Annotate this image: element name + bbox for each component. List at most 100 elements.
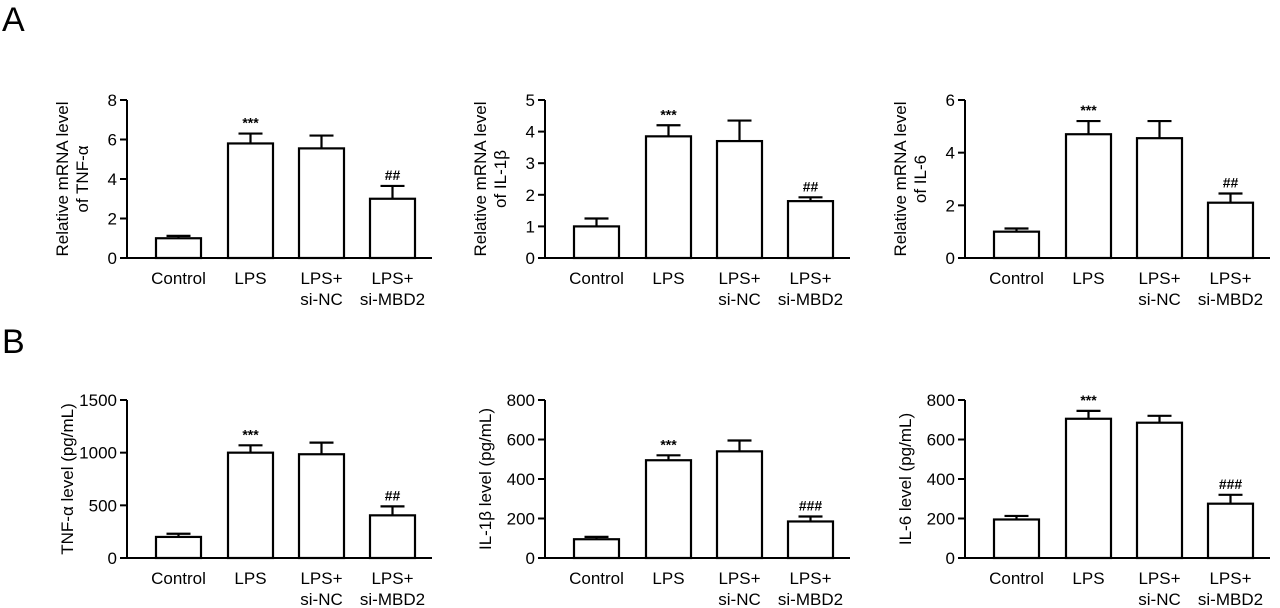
bar-chart-3: 0 2 4 6 Relative mRNA levelof IL-6 Control ***… [891, 91, 1270, 309]
y-tick-label: 3 [526, 154, 535, 173]
x-tick-label: LPS+ si-NC [718, 569, 761, 608]
x-tick-label: LPS+ si-NC [1138, 269, 1181, 309]
x-tick-label-line: LPS [652, 569, 684, 588]
bar-chart-1: 0 2 4 6 8 Relative mRNA levelof TNF-α Control *… [53, 91, 432, 309]
y-tick-label: 800 [507, 391, 535, 410]
x-tick-label-line: LPS+ [300, 569, 342, 588]
bar [1064, 133, 1113, 260]
bar [1135, 137, 1184, 260]
x-tick-label-line: si-NC [718, 590, 761, 608]
x-tick-label-line: LPS+ [718, 569, 760, 588]
y-tick-label: 1500 [79, 391, 117, 410]
significance-label: *** [660, 106, 677, 122]
bar [226, 142, 275, 260]
x-tick-label: LPS+ si-NC [300, 269, 343, 309]
x-tick-label: LPS [234, 569, 266, 588]
x-tick-label: Control [151, 269, 206, 288]
y-axis-title-line: of IL-1β [491, 150, 510, 208]
significance-label: ## [385, 167, 401, 183]
x-tick-label-line: si-MBD2 [360, 590, 425, 608]
x-tick-label: Control [569, 269, 624, 288]
bar [644, 135, 693, 260]
y-tick-label: 2 [108, 210, 117, 229]
y-tick-label: 600 [927, 431, 955, 450]
x-tick-label-line: Control [989, 569, 1044, 588]
bar [644, 459, 693, 560]
y-tick-label: 1 [526, 217, 535, 236]
bar [572, 225, 621, 260]
x-tick-label-line: si-MBD2 [778, 590, 843, 608]
x-tick-label: LPS+ si-MBD2 [1198, 569, 1263, 608]
y-tick-label: 8 [108, 91, 117, 110]
x-tick-label-line: LPS+ [1209, 269, 1251, 288]
x-tick-label-line: si-MBD2 [360, 290, 425, 309]
x-tick-label: LPS [652, 569, 684, 588]
x-tick-label-line: Control [569, 269, 624, 288]
significance-label: *** [660, 436, 677, 452]
bar [368, 197, 417, 260]
x-tick-label-line: Control [151, 269, 206, 288]
bar-chart-2: 0 1 2 3 4 5 Relative mRNA levelof IL-1β Control… [471, 91, 850, 309]
y-tick-label: 800 [927, 391, 955, 410]
y-tick-label: 6 [946, 91, 955, 110]
bar [297, 453, 346, 560]
x-tick-label-line: si-NC [300, 290, 343, 309]
bar [992, 518, 1041, 560]
y-tick-label: 6 [108, 131, 117, 150]
significance-label: *** [242, 426, 259, 442]
y-axis-title-line: IL-1β level (pg/mL) [476, 408, 495, 550]
x-tick-label-line: LPS+ [300, 269, 342, 288]
y-axis-title-line: of TNF-α [73, 145, 92, 212]
x-tick-label-line: si-NC [718, 290, 761, 309]
x-tick-label-line: LPS [234, 269, 266, 288]
x-tick-label-line: LPS+ [718, 269, 760, 288]
x-tick-label-line: LPS+ [1138, 269, 1180, 288]
x-tick-label: Control [989, 569, 1044, 588]
significance-label: *** [1080, 392, 1097, 408]
x-tick-label-line: LPS [234, 569, 266, 588]
y-tick-label: 500 [89, 496, 117, 515]
x-tick-label-line: si-NC [1138, 590, 1181, 608]
y-tick-label: 200 [507, 510, 535, 529]
y-axis-title-line: Relative mRNA level [53, 102, 72, 257]
x-tick-label: LPS+ si-MBD2 [778, 269, 843, 309]
y-axis-title-line: TNF-α level (pg/mL) [58, 403, 77, 555]
x-tick-label-line: LPS [652, 269, 684, 288]
x-tick-label: LPS [1072, 269, 1104, 288]
y-axis-title-line: IL-6 level (pg/mL) [896, 413, 915, 545]
bar-chart-6: 0 200 400 600 800 IL-6 level (pg/mL) Control **… [896, 391, 1270, 608]
significance-label: *** [1080, 102, 1097, 118]
y-axis-title: Relative mRNA levelof IL-1β [471, 102, 510, 257]
y-axis-title: IL-6 level (pg/mL) [896, 413, 915, 545]
y-tick-label: 0 [526, 249, 535, 268]
x-tick-label: LPS [234, 269, 266, 288]
y-tick-label: 4 [108, 170, 117, 189]
significance-label: ## [1223, 174, 1239, 190]
y-tick-label: 4 [946, 144, 955, 163]
y-tick-label: 200 [927, 510, 955, 529]
bar [1135, 421, 1184, 560]
x-tick-label-line: si-MBD2 [1198, 590, 1263, 608]
bar [715, 139, 764, 260]
y-tick-label: 0 [946, 549, 955, 568]
bar [1064, 417, 1113, 560]
x-tick-label-line: LPS [1072, 569, 1104, 588]
y-axis-title-line: Relative mRNA level [891, 102, 910, 257]
x-tick-label-line: si-NC [1138, 290, 1181, 309]
x-tick-label-line: LPS+ [1138, 569, 1180, 588]
bar [992, 230, 1041, 260]
y-tick-label: 2 [526, 186, 535, 205]
x-tick-label-line: LPS+ [371, 569, 413, 588]
x-tick-label-line: LPS+ [789, 269, 831, 288]
x-tick-label: LPS+ si-MBD2 [360, 269, 425, 309]
y-axis-title: IL-1β level (pg/mL) [476, 408, 495, 550]
x-tick-label: LPS [1072, 569, 1104, 588]
bar [368, 514, 417, 560]
x-tick-label-line: si-MBD2 [778, 290, 843, 309]
x-tick-label-line: LPS [1072, 269, 1104, 288]
y-axis-title: TNF-α level (pg/mL) [58, 403, 77, 555]
y-axis-title-line: Relative mRNA level [471, 102, 490, 257]
y-tick-label: 2 [946, 196, 955, 215]
x-tick-label-line: Control [569, 569, 624, 588]
